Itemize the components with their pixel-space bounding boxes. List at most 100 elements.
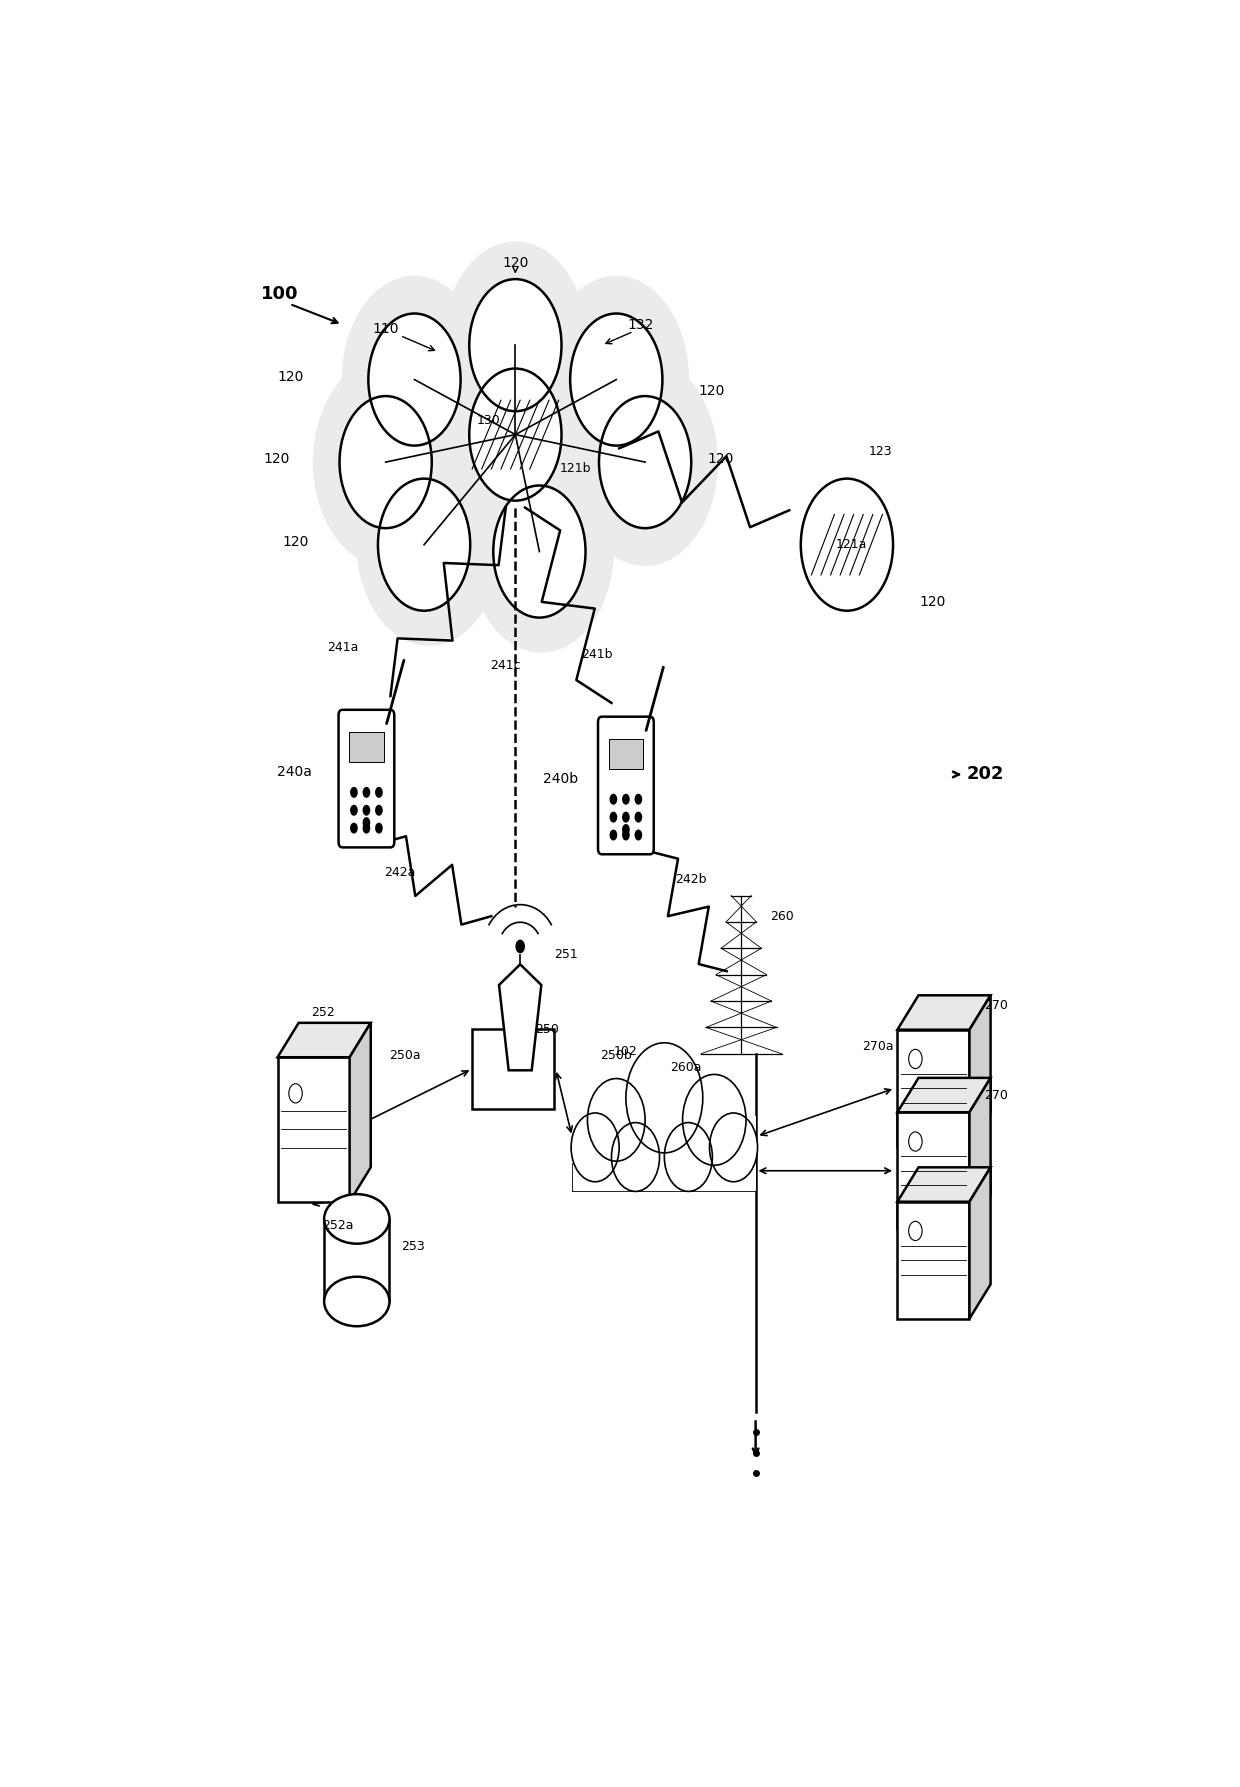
Circle shape bbox=[635, 811, 642, 822]
Polygon shape bbox=[970, 1078, 991, 1229]
Text: 251: 251 bbox=[554, 949, 578, 961]
Text: 121a: 121a bbox=[836, 538, 868, 550]
Circle shape bbox=[709, 1113, 758, 1181]
Circle shape bbox=[622, 824, 630, 835]
Polygon shape bbox=[970, 995, 991, 1147]
Text: 241b: 241b bbox=[582, 649, 613, 661]
Polygon shape bbox=[498, 965, 542, 1070]
Bar bbox=[898, 1201, 970, 1319]
Text: 252: 252 bbox=[311, 1006, 335, 1019]
Circle shape bbox=[682, 1074, 746, 1165]
Circle shape bbox=[374, 786, 383, 797]
Circle shape bbox=[665, 1122, 713, 1192]
Circle shape bbox=[342, 277, 486, 482]
Circle shape bbox=[544, 277, 688, 482]
Text: 120: 120 bbox=[919, 595, 945, 609]
Circle shape bbox=[378, 479, 470, 611]
Circle shape bbox=[362, 822, 371, 833]
Text: 240a: 240a bbox=[277, 765, 311, 779]
FancyBboxPatch shape bbox=[339, 709, 394, 847]
Ellipse shape bbox=[324, 1194, 389, 1244]
Circle shape bbox=[362, 786, 371, 797]
Text: 250a: 250a bbox=[389, 1049, 420, 1061]
Circle shape bbox=[611, 1122, 660, 1192]
Circle shape bbox=[469, 445, 614, 652]
Text: 270: 270 bbox=[983, 999, 1008, 1011]
Text: 120: 120 bbox=[698, 384, 724, 397]
Circle shape bbox=[374, 804, 383, 815]
Circle shape bbox=[635, 793, 642, 804]
Bar bbox=[350, 733, 383, 761]
Text: 253: 253 bbox=[401, 1240, 424, 1253]
Circle shape bbox=[444, 241, 588, 449]
Text: 120: 120 bbox=[283, 534, 309, 549]
Text: 132: 132 bbox=[627, 318, 653, 332]
Circle shape bbox=[314, 359, 458, 565]
Circle shape bbox=[622, 793, 630, 804]
Bar bbox=[472, 1029, 554, 1108]
Circle shape bbox=[599, 397, 691, 529]
FancyBboxPatch shape bbox=[598, 717, 653, 854]
Text: 240b: 240b bbox=[543, 772, 578, 786]
Circle shape bbox=[362, 804, 371, 815]
Bar bbox=[573, 1115, 755, 1192]
Bar bbox=[324, 1219, 389, 1301]
Circle shape bbox=[610, 811, 618, 822]
Bar bbox=[898, 1029, 970, 1147]
Polygon shape bbox=[898, 1167, 991, 1201]
Circle shape bbox=[350, 786, 358, 797]
Circle shape bbox=[610, 829, 618, 840]
Circle shape bbox=[588, 1079, 645, 1162]
Circle shape bbox=[610, 793, 618, 804]
Text: 241c: 241c bbox=[491, 659, 521, 672]
Polygon shape bbox=[350, 1022, 371, 1201]
Circle shape bbox=[350, 822, 358, 833]
Circle shape bbox=[374, 822, 383, 833]
Text: 260: 260 bbox=[770, 910, 794, 922]
Polygon shape bbox=[898, 1078, 991, 1112]
Circle shape bbox=[357, 440, 501, 645]
Polygon shape bbox=[898, 995, 991, 1029]
Text: 120: 120 bbox=[278, 370, 304, 384]
Circle shape bbox=[469, 368, 562, 500]
Circle shape bbox=[469, 279, 562, 411]
Circle shape bbox=[516, 940, 525, 952]
Bar bbox=[278, 1058, 350, 1201]
Circle shape bbox=[801, 479, 893, 611]
Circle shape bbox=[622, 829, 630, 840]
Circle shape bbox=[635, 829, 642, 840]
Text: 202: 202 bbox=[967, 765, 1004, 783]
Text: 110: 110 bbox=[372, 322, 399, 336]
Text: 102: 102 bbox=[614, 1045, 637, 1058]
Circle shape bbox=[350, 804, 358, 815]
Polygon shape bbox=[970, 1167, 991, 1319]
Circle shape bbox=[572, 1113, 619, 1181]
Bar bbox=[609, 738, 644, 768]
Text: 270: 270 bbox=[983, 1088, 1008, 1101]
Circle shape bbox=[626, 1044, 703, 1153]
Circle shape bbox=[362, 817, 371, 827]
Text: 121b: 121b bbox=[559, 463, 590, 475]
Circle shape bbox=[494, 486, 585, 618]
Text: 130: 130 bbox=[476, 415, 501, 427]
Bar bbox=[898, 1112, 970, 1229]
Text: 242b: 242b bbox=[676, 872, 707, 886]
Text: 270a: 270a bbox=[862, 1040, 894, 1053]
Circle shape bbox=[340, 397, 432, 529]
Circle shape bbox=[622, 811, 630, 822]
Text: 120: 120 bbox=[502, 256, 528, 270]
Polygon shape bbox=[278, 1022, 371, 1058]
Text: 250b: 250b bbox=[600, 1049, 632, 1061]
Text: 260a: 260a bbox=[670, 1061, 702, 1074]
Text: 123: 123 bbox=[869, 445, 893, 457]
Text: 241a: 241a bbox=[326, 642, 358, 654]
Circle shape bbox=[444, 331, 588, 538]
Text: 252a: 252a bbox=[322, 1219, 353, 1233]
Circle shape bbox=[368, 313, 460, 445]
Text: 100: 100 bbox=[260, 286, 298, 304]
Text: 120: 120 bbox=[708, 452, 734, 466]
Circle shape bbox=[573, 359, 717, 565]
Text: 242a: 242a bbox=[384, 865, 415, 879]
Ellipse shape bbox=[324, 1276, 389, 1326]
Text: 120: 120 bbox=[263, 452, 290, 466]
